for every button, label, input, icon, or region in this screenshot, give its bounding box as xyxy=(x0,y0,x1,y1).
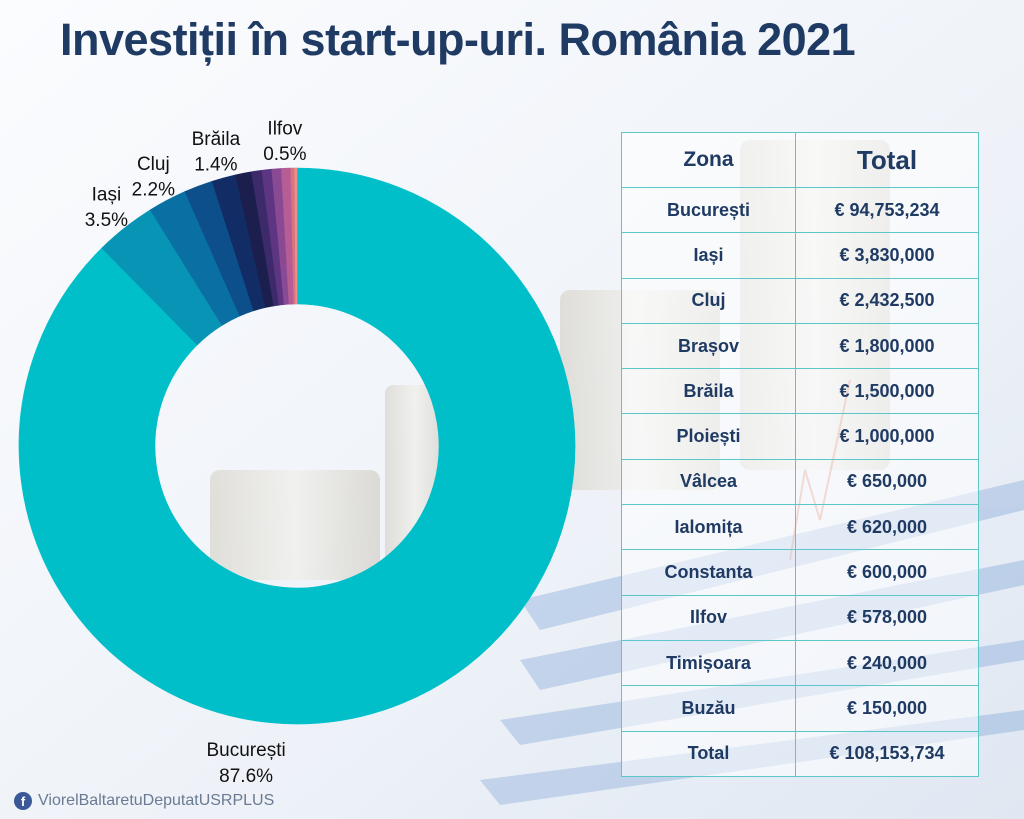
donut-chart: București 87.6% Iași 3.5%Cluj 2.2% Brăila 1.4%… xyxy=(18,118,576,787)
facebook-icon: f xyxy=(14,792,32,810)
zone-cell: Iași xyxy=(621,232,796,279)
zone-cell: Cluj xyxy=(621,277,796,324)
table-row: București € 94,753,234 xyxy=(621,186,979,234)
zone-cell: Buzău xyxy=(621,685,796,732)
amount-cell: € 600,000 xyxy=(795,549,979,596)
table-total-row: Total € 108,153,734 xyxy=(621,730,979,777)
zone-cell: Constanta xyxy=(621,549,796,596)
amount-cell: € 578,000 xyxy=(795,594,979,641)
slice-label-ilfov: Ilfov 0.5% xyxy=(263,118,306,165)
table-row: Constanta € 600,000 xyxy=(621,549,979,596)
table-row: Iași € 3,830,000 xyxy=(621,232,979,279)
slice-label-cluj: Cluj 2.2% xyxy=(132,154,175,201)
donut-slice-bucuresti xyxy=(18,167,576,725)
table-row: Buzău € 150,000 xyxy=(621,685,979,732)
zone-cell: Ialomița xyxy=(621,504,796,551)
table-row: Timișoara € 240,000 xyxy=(621,639,979,687)
donut-slice-buzau xyxy=(294,167,298,305)
amount-cell: € 94,753,234 xyxy=(795,186,979,234)
amount-cell: € 1,000,000 xyxy=(795,413,979,460)
slice-label-bucuresti: București 87.6% xyxy=(207,740,286,787)
slice-label-iasi: Iași 3.5% xyxy=(85,184,128,231)
zone-cell: Brașov xyxy=(621,322,796,370)
zone-cell: Vâlcea xyxy=(621,458,796,506)
amount-cell: € 650,000 xyxy=(795,458,979,506)
page-title: Investiții în start-up-uri. România 2021 xyxy=(60,14,856,65)
footer-credit: f ViorelBaltaretuDeputatUSRPLUS xyxy=(14,792,274,810)
zone-cell: Ploiești xyxy=(621,413,796,460)
amount-cell: € 240,000 xyxy=(795,639,979,687)
total-label-cell: Total xyxy=(621,730,796,777)
amount-cell: € 1,500,000 xyxy=(795,368,979,415)
table-row: Vâlcea € 650,000 xyxy=(621,458,979,506)
total-amount-cell: € 108,153,734 xyxy=(795,730,979,777)
table-row: Ilfov € 578,000 xyxy=(621,594,979,641)
table-row: Brașov € 1,800,000 xyxy=(621,322,979,370)
column-header-zona: Zona xyxy=(621,132,796,188)
column-header-total: Total xyxy=(795,132,979,188)
slice-label-braila: Brăila 1.4% xyxy=(192,129,241,176)
table-header-row: Zona Total xyxy=(621,132,979,188)
zone-cell: București xyxy=(621,186,796,234)
footer-text: ViorelBaltaretuDeputatUSRPLUS xyxy=(38,792,275,809)
amount-cell: € 3,830,000 xyxy=(795,232,979,279)
amount-cell: € 1,800,000 xyxy=(795,322,979,370)
table-row: Brăila € 1,500,000 xyxy=(621,368,979,415)
zone-cell: Brăila xyxy=(621,368,796,415)
amount-cell: € 620,000 xyxy=(795,504,979,551)
investment-table: Zona Total București € 94,753,234 Iași € 3… xyxy=(621,132,979,777)
table-row: Ialomița € 620,000 xyxy=(621,504,979,551)
amount-cell: € 2,432,500 xyxy=(795,277,979,324)
zone-cell: Ilfov xyxy=(621,594,796,641)
table-row: Cluj € 2,432,500 xyxy=(621,277,979,324)
table-row: Ploiești € 1,000,000 xyxy=(621,413,979,460)
zone-cell: Timișoara xyxy=(621,639,796,687)
amount-cell: € 150,000 xyxy=(795,685,979,732)
